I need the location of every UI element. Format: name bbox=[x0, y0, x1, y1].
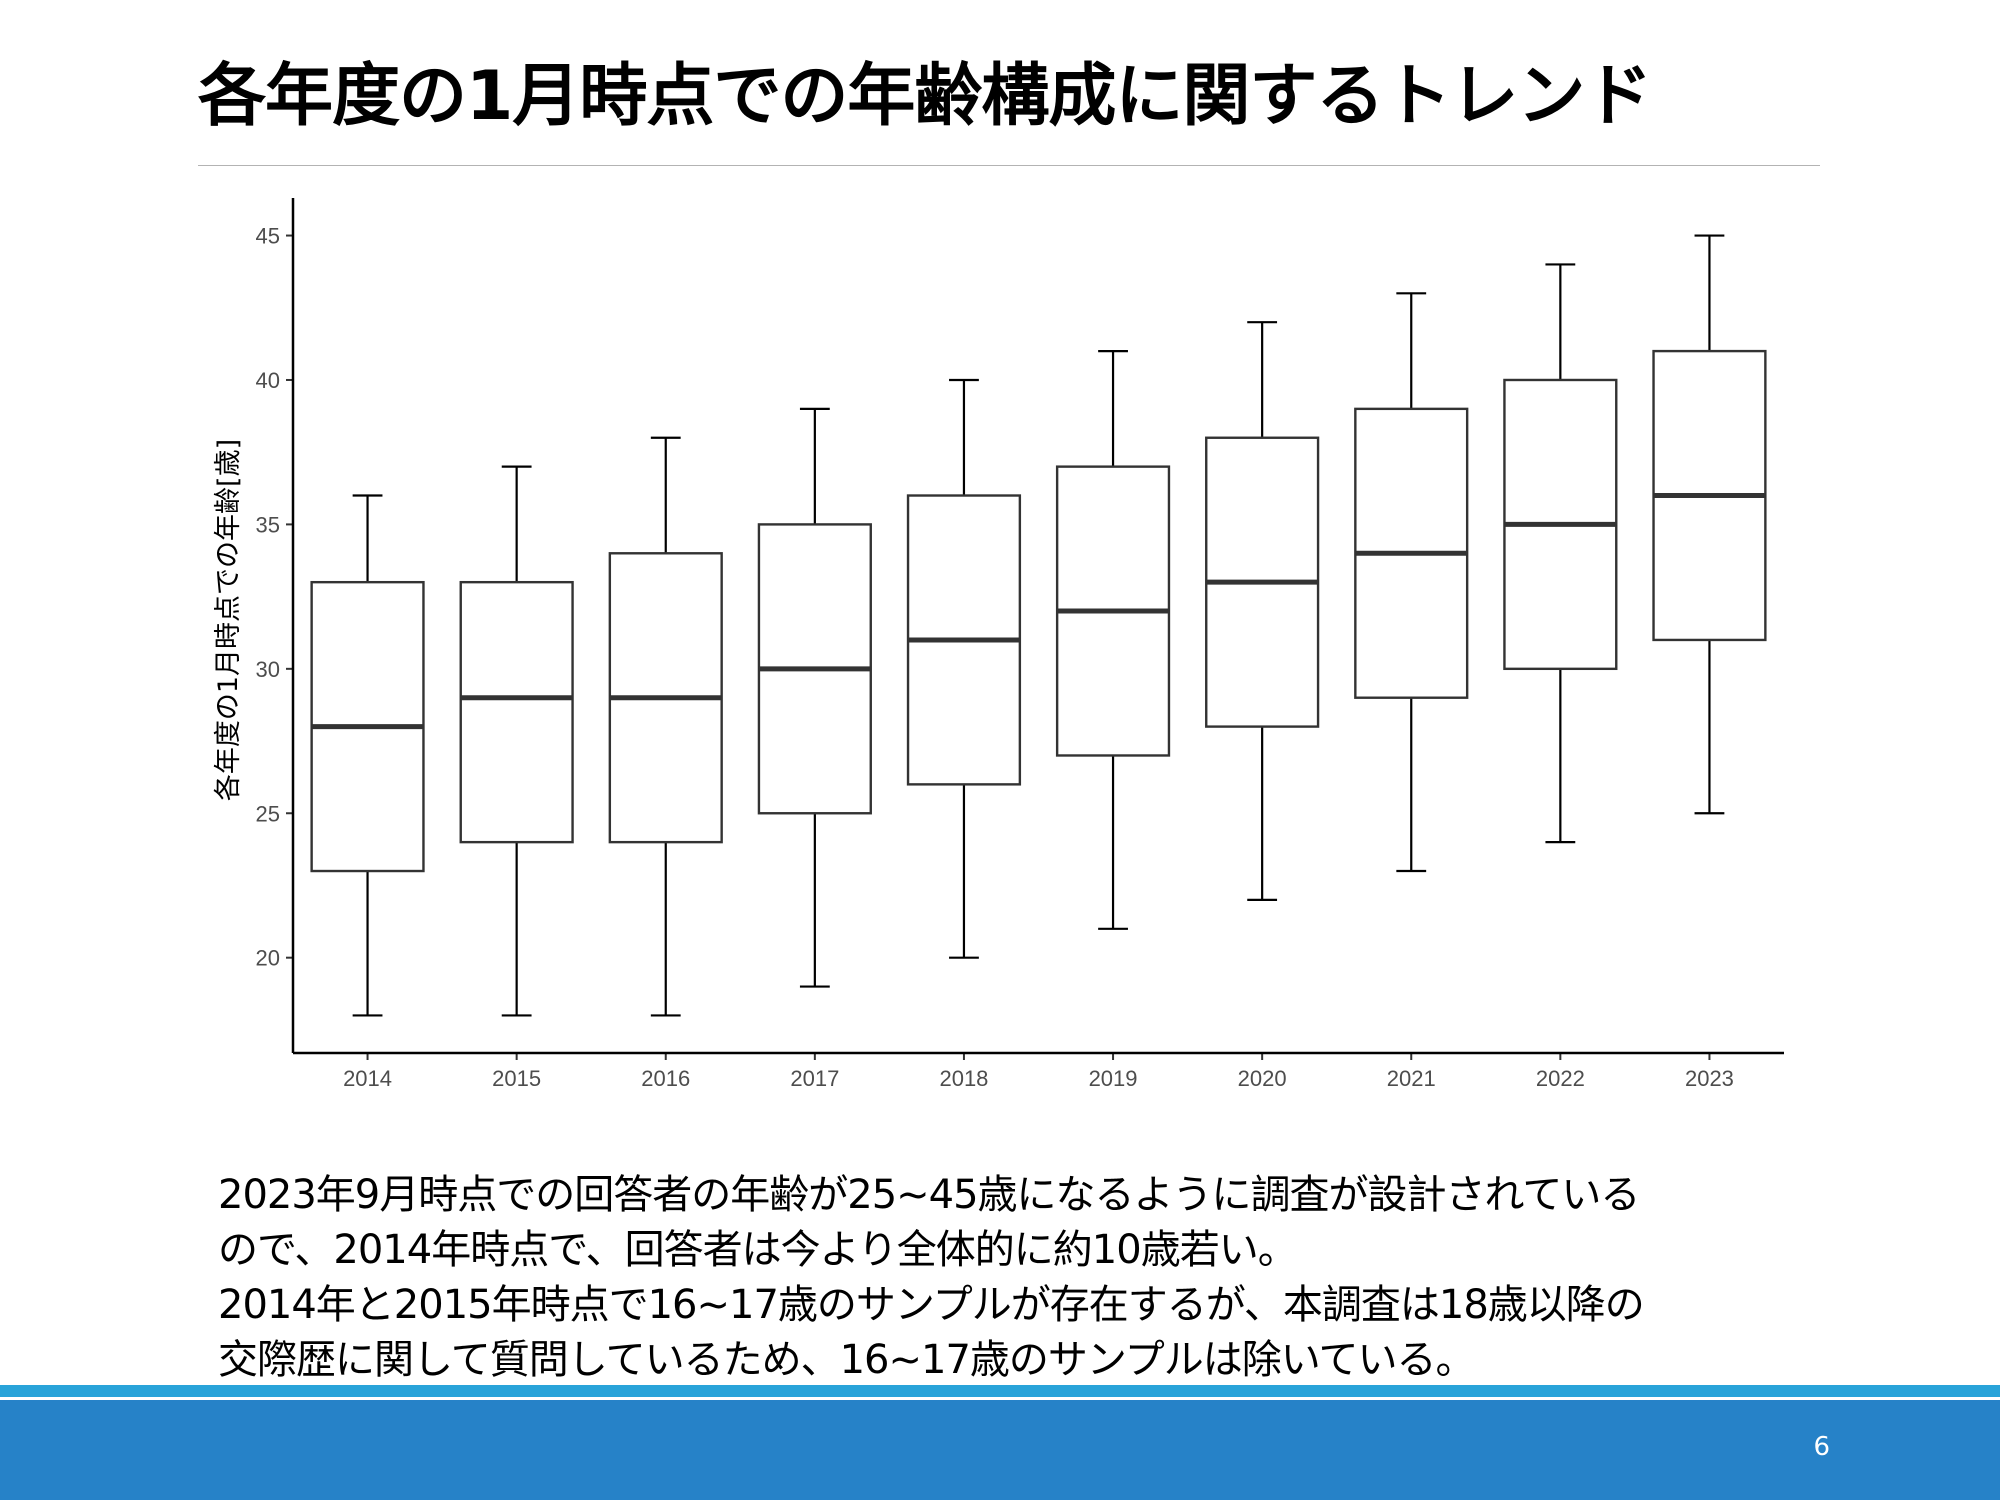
boxes-layer bbox=[310, 234, 1767, 1017]
x-tick-label: 2017 bbox=[790, 1066, 839, 1091]
box-2020 bbox=[1205, 321, 1320, 902]
note-line: 2014年と2015年時点で16~17歳のサンプルが存在するが、本調査は18歳以… bbox=[218, 1282, 1645, 1328]
box-2018 bbox=[906, 378, 1022, 959]
x-tick-label: 2020 bbox=[1238, 1066, 1287, 1091]
box-2019 bbox=[1055, 349, 1171, 930]
page-number: 6 bbox=[1813, 1432, 1830, 1462]
y-tick-label: 20 bbox=[256, 946, 280, 971]
x-tick-label: 2021 bbox=[1387, 1066, 1436, 1091]
x-tick-label: 2019 bbox=[1089, 1066, 1138, 1091]
footer-accent-stripe bbox=[0, 1385, 2000, 1397]
box-2023 bbox=[1652, 234, 1767, 815]
box-2015 bbox=[459, 465, 574, 1017]
note-line: ので、2014年時点で、回答者は今より全体的に約10歳若い。 bbox=[218, 1227, 1298, 1273]
box-2014 bbox=[310, 494, 425, 1017]
x-tick-label: 2014 bbox=[343, 1066, 392, 1091]
y-tick-label: 25 bbox=[256, 801, 280, 826]
box-2022 bbox=[1503, 263, 1618, 844]
y-tick-label: 30 bbox=[256, 657, 280, 682]
slide-title: 各年度の1月時点での年齢構成に関するトレンド bbox=[198, 57, 1652, 136]
note-line: 2023年9月時点での回答者の年齢が25~45歳になるように調査が設計されている bbox=[218, 1172, 1640, 1218]
y-tick-label: 45 bbox=[256, 224, 280, 249]
x-tick-label: 2022 bbox=[1536, 1066, 1585, 1091]
y-tick-label: 35 bbox=[256, 512, 280, 537]
x-tick-label: 2016 bbox=[641, 1066, 690, 1091]
x-tick-label: 2023 bbox=[1685, 1066, 1734, 1091]
x-ticks: 2014 2015 2016 2017 2018 2019 2020 2021 2022 2023 bbox=[343, 1053, 1734, 1091]
note-line: 交際歴に関して質問しているため、16~17歳のサンプルは除いている。 bbox=[218, 1337, 1476, 1383]
title-divider bbox=[198, 165, 1820, 166]
y-axis-title: 各年度の1月時点での年齢[歳] bbox=[213, 439, 244, 801]
box-2021 bbox=[1354, 292, 1469, 873]
box-2017 bbox=[757, 407, 872, 988]
box-iqr bbox=[459, 580, 574, 844]
footer-bar bbox=[0, 1400, 2000, 1500]
y-tick-label: 40 bbox=[256, 368, 280, 393]
box-2016 bbox=[608, 436, 723, 1017]
y-ticks: 20 25 30 35 40 45 bbox=[256, 224, 293, 971]
x-tick-label: 2015 bbox=[492, 1066, 541, 1091]
x-tick-label: 2018 bbox=[939, 1066, 988, 1091]
notes-block: 2023年9月時点での回答者の年齢が25~45歳になるように調査が設計されている… bbox=[218, 1168, 1838, 1388]
